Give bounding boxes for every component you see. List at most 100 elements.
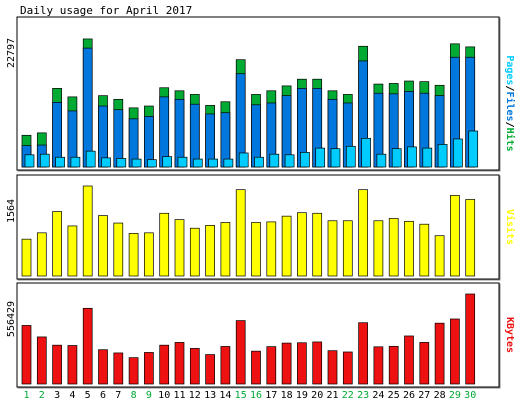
bar-visits-9 xyxy=(144,232,154,277)
bar-kbytes-1 xyxy=(21,325,32,385)
day-labels: 1 2 3 4 5 6 7 8 9 10 11 12 13 14 15 16 17 18 19 20 21 22 23 24 2… xyxy=(23,390,476,401)
bar-visits-29 xyxy=(450,195,460,277)
day-label-19: 19 xyxy=(296,390,308,401)
day-label-7: 7 xyxy=(115,390,121,401)
day-label-6: 6 xyxy=(100,390,106,401)
day-label-21: 21 xyxy=(326,390,338,401)
bar-pages-21 xyxy=(330,148,341,168)
day-label-5: 5 xyxy=(85,390,91,401)
legend-pages: Pages xyxy=(504,55,515,85)
bar-kbytes-30 xyxy=(465,293,476,385)
bar-files-5 xyxy=(82,47,93,168)
day-label-16: 16 xyxy=(250,390,262,401)
bar-pages-11 xyxy=(177,156,188,168)
bar-pages-10 xyxy=(162,156,173,168)
bar-pages-19 xyxy=(300,152,310,168)
bar-visits-23 xyxy=(358,189,368,277)
panel-3: 556429 KBytes xyxy=(6,282,515,389)
day-label-15: 15 xyxy=(235,390,247,401)
day-label-23: 23 xyxy=(357,390,369,401)
day-label-14: 14 xyxy=(219,390,231,401)
bar-kbytes-16 xyxy=(251,350,261,385)
bar-kbytes-13 xyxy=(205,354,215,385)
bar-pages-4 xyxy=(70,156,81,168)
day-label-9: 9 xyxy=(146,390,152,401)
bar-visits-20 xyxy=(312,212,323,277)
bar-pages-22 xyxy=(345,145,356,168)
bar-pages-16 xyxy=(254,156,264,168)
day-label-10: 10 xyxy=(158,390,170,401)
bar-pages-9 xyxy=(147,159,157,168)
day-label-3: 3 xyxy=(54,390,60,401)
bar-pages-28 xyxy=(437,144,448,168)
bar-visits-11 xyxy=(174,219,185,277)
bar-pages-1 xyxy=(24,154,35,168)
bar-pages-27 xyxy=(422,147,433,168)
legend-label: Pages/Files/Hits xyxy=(504,55,516,151)
day-label-29: 29 xyxy=(449,390,461,401)
bar-pages-15 xyxy=(238,152,249,168)
bar-visits-26 xyxy=(404,220,414,277)
day-label-13: 13 xyxy=(204,390,216,401)
bar-kbytes-3 xyxy=(52,344,62,385)
day-label-22: 22 xyxy=(342,390,354,401)
day-label-30: 30 xyxy=(464,390,476,401)
bar-visits-17 xyxy=(266,221,277,277)
day-label-26: 26 xyxy=(403,390,415,401)
bar-pages-26 xyxy=(407,146,417,168)
bar-pages-13 xyxy=(208,158,218,168)
bar-pages-20 xyxy=(315,147,326,168)
bar-visits-13 xyxy=(205,225,215,277)
bar-visits-5 xyxy=(82,185,93,277)
day-label-25: 25 xyxy=(388,390,400,401)
bar-visits-10 xyxy=(159,212,170,277)
bar-pages-29 xyxy=(453,138,463,168)
bar-visits-22 xyxy=(342,220,353,277)
bar-visits-27 xyxy=(419,223,430,277)
y-max-label: 556429 xyxy=(6,301,17,337)
bar-kbytes-22 xyxy=(342,351,353,385)
y-max-label: 22797 xyxy=(6,38,17,68)
bar-visits-6 xyxy=(98,215,108,277)
bar-kbytes-4 xyxy=(67,345,78,385)
bar-visits-4 xyxy=(67,225,78,277)
bar-visits-12 xyxy=(189,227,200,277)
bar-kbytes-14 xyxy=(220,346,231,385)
bar-pages-12 xyxy=(192,158,203,168)
bar-kbytes-9 xyxy=(144,352,154,385)
bar-visits-30 xyxy=(465,199,476,277)
legend-visits: Visits xyxy=(504,209,516,245)
legend-separator: / xyxy=(504,85,515,91)
bar-visits-3 xyxy=(52,211,62,277)
bar-pages-5 xyxy=(85,150,96,168)
bar-visits-28 xyxy=(434,235,445,277)
bar-kbytes-21 xyxy=(327,350,338,385)
bar-kbytes-11 xyxy=(174,342,185,385)
day-label-28: 28 xyxy=(434,390,446,401)
bar-kbytes-25 xyxy=(388,345,399,385)
bar-visits-1 xyxy=(21,238,32,277)
bar-visits-8 xyxy=(128,233,139,277)
day-label-1: 1 xyxy=(23,390,29,401)
day-label-24: 24 xyxy=(372,390,384,401)
day-label-11: 11 xyxy=(173,390,185,401)
legend-separator: / xyxy=(504,122,515,128)
panel-1: 22797 Pages/Files/Hits xyxy=(6,16,516,172)
chart-title: Daily usage for April 2017 xyxy=(20,4,192,17)
day-label-4: 4 xyxy=(69,390,75,401)
bar-visits-25 xyxy=(388,218,399,277)
bar-pages-3 xyxy=(55,156,65,168)
bar-kbytes-8 xyxy=(128,357,139,385)
bar-kbytes-19 xyxy=(297,342,307,385)
bar-pages-25 xyxy=(391,148,402,168)
bar-kbytes-17 xyxy=(266,346,277,385)
day-label-2: 2 xyxy=(39,390,45,401)
bar-kbytes-23 xyxy=(358,322,368,385)
bar-pages-24 xyxy=(376,153,387,168)
bar-pages-14 xyxy=(223,158,234,168)
bar-kbytes-15 xyxy=(235,320,246,385)
bar-kbytes-7 xyxy=(113,352,124,385)
bar-kbytes-5 xyxy=(82,307,93,385)
bar-kbytes-29 xyxy=(450,318,460,385)
bar-kbytes-2 xyxy=(36,336,47,385)
